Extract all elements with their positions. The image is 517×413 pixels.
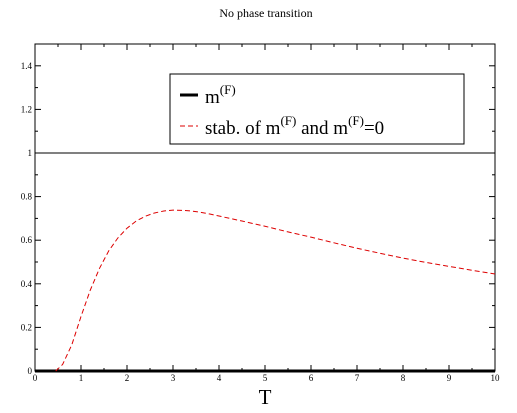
legend-m-base: m [205,87,220,108]
legend-stab-sup-2: (F) [348,113,364,128]
legend-stab-part-3: =0 [364,118,384,139]
x-tick-label-4: 4 [217,373,222,383]
y-tick-label-1: 0.2 [21,322,32,332]
y-tick-label-5: 1 [28,148,33,158]
legend-box [169,73,465,145]
x-tick-label-7: 7 [355,373,360,383]
legend-stab-sup-1: (F) [280,113,296,128]
x-tick-label-8: 8 [401,373,406,383]
y-tick-label-3: 0.6 [21,235,33,245]
legend-m-sup: (F) [220,82,236,97]
legend-label-m-f: m(F) [205,82,236,108]
chart-title: No phase transition [219,6,312,20]
x-tick-label-1: 1 [79,373,84,383]
x-tick-label-6: 6 [309,373,314,383]
x-tick-label-9: 9 [447,373,452,383]
y-tick-label-6: 1.2 [21,104,32,114]
x-tick-label-3: 3 [171,373,176,383]
x-tick-label-10: 10 [491,373,501,383]
x-tick-label-5: 5 [263,373,268,383]
y-tick-label-7: 1.4 [21,61,33,71]
x-tick-label-0: 0 [33,373,38,383]
y-tick-label-0: 0 [28,366,33,376]
x-tick-label-2: 2 [125,373,130,383]
series-line-1 [55,209,496,372]
legend: m(F) stab. of m(F) and m(F)=0 [169,73,465,145]
series-group [35,209,496,373]
legend-label-stab: stab. of m(F) and m(F)=0 [205,113,384,139]
y-tick-label-2: 0.4 [21,279,33,289]
legend-stab-part-1: stab. of m [205,118,281,139]
x-axis-label: T [259,385,272,409]
y-tick-label-4: 0.8 [21,192,33,202]
y-axis: 0 0.2 0.4 0.6 0.8 1 1.2 1.4 [21,61,495,376]
legend-stab-part-2: and m [296,118,348,139]
